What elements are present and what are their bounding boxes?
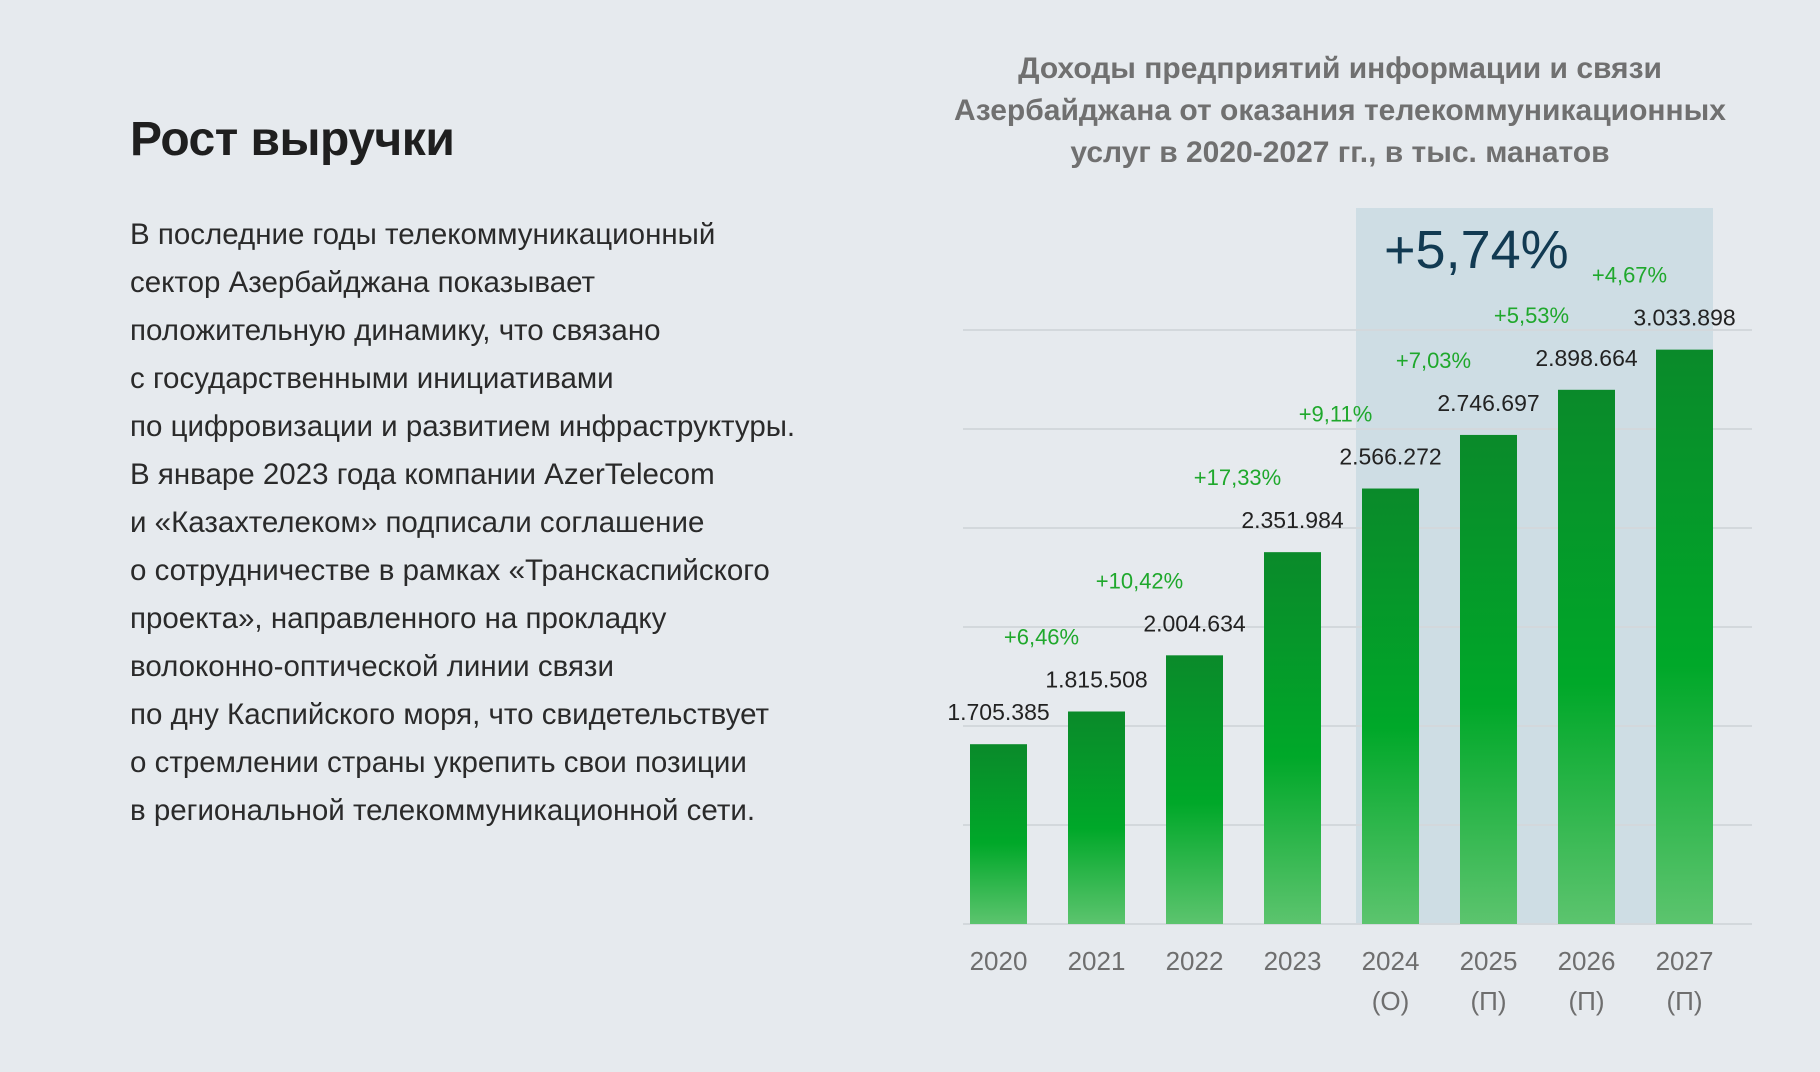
chart-title: Доходы предприятий информации и связи Азе… [905, 48, 1775, 174]
bar-2020 [970, 744, 1027, 924]
x-tick-label: (П) [1666, 986, 1702, 1016]
x-tick-label: 2023 [1264, 946, 1322, 976]
section-heading: Рост выручки [130, 113, 455, 166]
growth-label: +17,33% [1194, 465, 1281, 490]
x-tick-label: 2026 [1558, 946, 1616, 976]
growth-label: +7,03% [1396, 348, 1471, 373]
value-label: 2.746.697 [1437, 390, 1539, 416]
value-label: 3.033.898 [1633, 305, 1735, 331]
bar-2022 [1166, 655, 1223, 924]
x-tick-label: 2024 [1362, 946, 1420, 976]
x-tick-label: 2022 [1166, 946, 1224, 976]
growth-label: +9,11% [1299, 402, 1373, 427]
chart-title-line: Доходы предприятий информации и связи [1018, 52, 1662, 85]
x-tick-label: 2025 [1460, 946, 1518, 976]
value-label: 1.705.385 [947, 699, 1049, 725]
x-tick-label: 2027 [1656, 946, 1714, 976]
x-tick-label: (П) [1470, 986, 1506, 1016]
paragraph-line: волоконно-оптической линии связи [130, 650, 614, 683]
growth-label: +10,42% [1096, 568, 1183, 593]
paragraph-line: сектор Азербайджана показывает [130, 266, 596, 299]
growth-label: +4,67% [1592, 263, 1667, 288]
x-tick-label: 2021 [1068, 946, 1126, 976]
x-tick-label: (О) [1372, 986, 1410, 1016]
paragraph-line: по цифровизации и развитием инфраструкту… [130, 410, 796, 443]
text-column: Рост выручки В последние годы телекоммун… [130, 112, 910, 835]
paragraph-line: положительную динамику, что связано [130, 314, 661, 347]
x-tick-label: 2020 [970, 946, 1028, 976]
value-label: 2.004.634 [1143, 610, 1246, 636]
value-label: 1.815.508 [1045, 666, 1147, 692]
paragraph-line: о стремлении страны укрепить свои позици… [130, 746, 747, 779]
chart-title-line: услуг в 2020-2027 гг., в тыс. манатов [1070, 136, 1610, 169]
paragraph-line: с государственными инициативами [130, 362, 614, 395]
paragraph-line: и «Казахтелеком» подписали соглашение [130, 506, 705, 539]
value-label: 2.566.272 [1339, 444, 1441, 470]
highlight-label: +5,74% [1384, 220, 1569, 280]
chart-title-line: Азербайджана от оказания телекоммуникаци… [954, 94, 1726, 127]
paragraph-line: в региональной телекоммуникационной сети… [130, 794, 756, 827]
paragraph-line: проекта», направленного на прокладку [130, 602, 667, 635]
paragraph-line: по дну Каспийского моря, что свидетельст… [130, 698, 770, 731]
bar-2026 [1558, 389, 1615, 925]
growth-label: +5,53% [1494, 303, 1569, 328]
paragraph-line: В последние годы телекоммуникационный [130, 218, 716, 251]
bar-2021 [1068, 711, 1125, 924]
value-label: 2.898.664 [1535, 345, 1638, 371]
bar-2024 [1362, 488, 1419, 924]
bar-2025 [1460, 434, 1517, 924]
body-paragraph: В последние годы телекоммуникационный сек… [130, 211, 910, 835]
bar-2027 [1656, 349, 1713, 924]
growth-label: +6,46% [1004, 624, 1079, 649]
paragraph-line: о сотрудничестве в рамках «Транскаспийск… [130, 554, 770, 587]
value-label: 2.351.984 [1241, 507, 1344, 533]
x-tick-label: (П) [1568, 986, 1604, 1016]
bar-2023 [1264, 552, 1321, 924]
paragraph-line: В январе 2023 года компании AzerTelecom [130, 458, 715, 491]
